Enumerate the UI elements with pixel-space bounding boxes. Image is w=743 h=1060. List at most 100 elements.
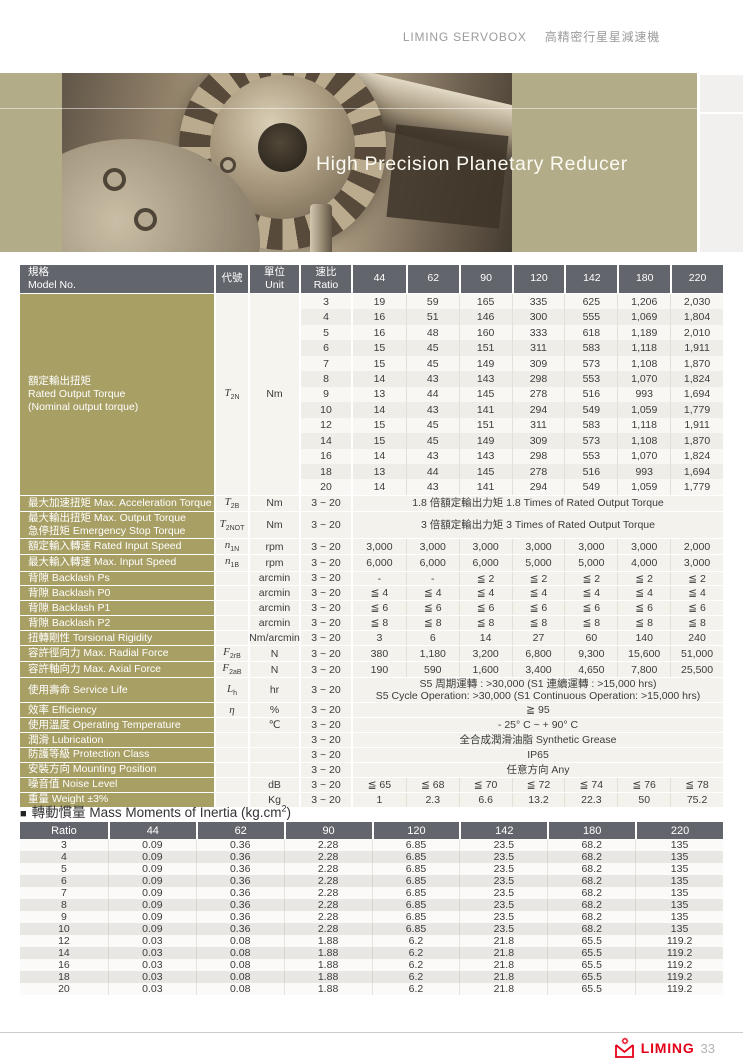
- label-line: 潤滑 Lubrication: [28, 733, 104, 746]
- ratio-cell: 16: [301, 448, 351, 464]
- label-line: 安裝方向 Mounting Position: [28, 763, 157, 776]
- value-cell: ≦ 2: [670, 571, 723, 586]
- symbol-cell: T2NOT: [216, 512, 248, 539]
- machine-photo: [62, 73, 512, 252]
- symbol-cell: [216, 733, 248, 748]
- unit-cell: Nm: [250, 294, 299, 495]
- ratio-cell: 4: [301, 309, 351, 325]
- value-cells: 14 43 143 298 553 1,070 1,824: [353, 448, 723, 464]
- value-cell: 0.36: [195, 875, 284, 887]
- ratio-cell: 3 ~ 20: [301, 646, 351, 662]
- symbol-cell: T2B: [216, 495, 248, 512]
- value-cell: 143: [458, 371, 512, 387]
- row-label: 最大加速扭矩 Max. Acceleration Torque: [20, 495, 214, 512]
- table-row: 8 14 43 143 298 553 1,070 1,824: [301, 371, 723, 387]
- row-label: 最大輸出扭矩 Max. Output Torque 急停扭矩 Emergency …: [20, 512, 214, 539]
- sub: 2N: [230, 394, 240, 402]
- ratio-cell: 9: [301, 386, 351, 403]
- row-label: 使用溫度 Operating Temperature: [20, 718, 214, 733]
- value-cell: 13.2: [511, 792, 565, 807]
- value-cells: 190 590 1,600 3,400 4,650 7,800 25,500: [353, 662, 723, 678]
- value-cell: 2,030: [670, 294, 723, 310]
- symbol-cell: Lh: [216, 678, 248, 703]
- ratio-cell: 3 ~ 20: [301, 571, 351, 586]
- unit-cell: dB: [250, 777, 299, 792]
- spec-row: 背隙 Backlash P2 arcmin 3 ~ 20 ≦ 8 ≦ 8 ≦ 8 ≦ 8 ≦ …: [20, 616, 723, 631]
- row-label: 潤滑 Lubrication: [20, 733, 214, 748]
- value-cell: 14: [353, 371, 406, 387]
- ratio-cell: 3 ~ 20: [301, 792, 351, 807]
- i: T: [224, 495, 231, 508]
- hero-title: High Precision Planetary Reducer: [316, 153, 628, 175]
- col-header: 142: [459, 822, 548, 839]
- i: L: [226, 682, 234, 695]
- value-cell: ≦ 70: [458, 777, 512, 792]
- label-line: 速比: [315, 265, 337, 278]
- value-cell: 3,000: [458, 539, 512, 555]
- ratio-cell: 3 ~ 20: [301, 718, 351, 733]
- sub: 2NOT: [225, 524, 245, 532]
- value-cell: 135: [635, 911, 723, 923]
- [object: [621, 1042, 624, 1044]
- table-row: 18 0.03 0.08 1.88 6.2 21.8 65.5 119.2: [20, 971, 723, 983]
- spec-row: 背隙 Backlash P1 arcmin 3 ~ 20 ≦ 6 ≦ 6 ≦ 6 ≦ 6 ≦ …: [20, 601, 723, 616]
- row-label: 重量 Weight ±3%: [20, 792, 214, 807]
- value-cell: 1.88: [283, 959, 372, 971]
- value-cell: 1,118: [617, 340, 671, 356]
- value-cell: 119.2: [635, 971, 723, 983]
- value-cell: 135: [635, 923, 723, 935]
- value-cell: 21.8: [459, 959, 547, 971]
- value-cell: 333: [511, 324, 565, 341]
- span-value-cell: 3 倍額定輸出力矩 3 Times of Rated Output Torque: [353, 512, 723, 539]
- ratio-cell: 3 ~ 20: [301, 512, 351, 539]
- value-cell: 0.36: [195, 839, 284, 851]
- value-cell: 50: [617, 792, 671, 807]
- symbol-cell: [216, 792, 248, 807]
- value-cell: 141: [458, 479, 512, 495]
- symbol-cell: [216, 616, 248, 631]
- value-cell: 14: [458, 631, 512, 646]
- symbol: F2aB: [222, 662, 241, 677]
- value-cell: 309: [511, 433, 565, 449]
- value-cell: 2.28: [283, 887, 372, 899]
- value-cell: 625: [564, 294, 618, 310]
- spec-row: 扭轉剛性 Torsional Rigidity Nm/arcmin 3 ~ 20 3 6…: [20, 631, 723, 646]
- symbol: F2rB: [223, 646, 241, 661]
- i: n: [224, 539, 231, 552]
- header-unit: 單位 Unit: [250, 265, 299, 293]
- value-cell: 0.09: [107, 863, 196, 875]
- value-cell: 294: [511, 402, 565, 418]
- value-cell: 1,694: [670, 463, 723, 480]
- value-cell: 240: [670, 631, 723, 646]
- header-model-columns: 44 62 90 120 142 180 220: [353, 265, 723, 293]
- sub: 1B: [230, 562, 240, 570]
- spec-row: 容許軸向力 Max. Axial Force F2aB N 3 ~ 20 190 590 1…: [20, 662, 723, 678]
- value-cell: 45: [405, 433, 459, 449]
- value-cell: 0.03: [107, 983, 196, 995]
- header-subtitle: 高精密行星星減速機: [544, 30, 660, 44]
- value-cell: 59: [405, 294, 459, 310]
- value-cell: 6: [405, 631, 459, 646]
- [object: [626, 1042, 628, 1044]
- symbol: Lh: [227, 683, 237, 698]
- value-cells: 3,000 3,000 3,000 3,000 3,000 3,000 2,000: [353, 539, 723, 555]
- spec-row: 使用溫度 Operating Temperature ℃ 3 ~ 20 - 25° C…: [20, 718, 723, 733]
- value-cell: 135: [635, 875, 723, 887]
- value-cell: ≦ 4: [405, 586, 459, 601]
- value-cells: ≦ 4 ≦ 4 ≦ 4 ≦ 4 ≦ 4 ≦ 4 ≦ 4: [353, 586, 723, 601]
- value-cell: 583: [564, 417, 618, 434]
- value-cell: 0.09: [107, 887, 196, 899]
- value-cell: 3,000: [511, 539, 565, 555]
- col-header: Ratio: [20, 822, 108, 839]
- unit-cell: [250, 733, 299, 748]
- value-cell: ≦ 8: [405, 616, 459, 631]
- ratio-cell: 3 ~ 20: [301, 678, 351, 703]
- value-cell: ≦ 2: [617, 571, 671, 586]
- symbol: n1N: [225, 539, 239, 554]
- value-cell: 0.09: [107, 923, 196, 935]
- value-cell: 2.28: [283, 851, 372, 863]
- value-cell: 6.2: [371, 983, 460, 995]
- row-label: 背隙 Backlash Ps: [20, 571, 214, 586]
- value-cells: 15 45 151 311 583 1,118 1,911: [353, 340, 723, 356]
- value-cell: 23.5: [459, 851, 547, 863]
